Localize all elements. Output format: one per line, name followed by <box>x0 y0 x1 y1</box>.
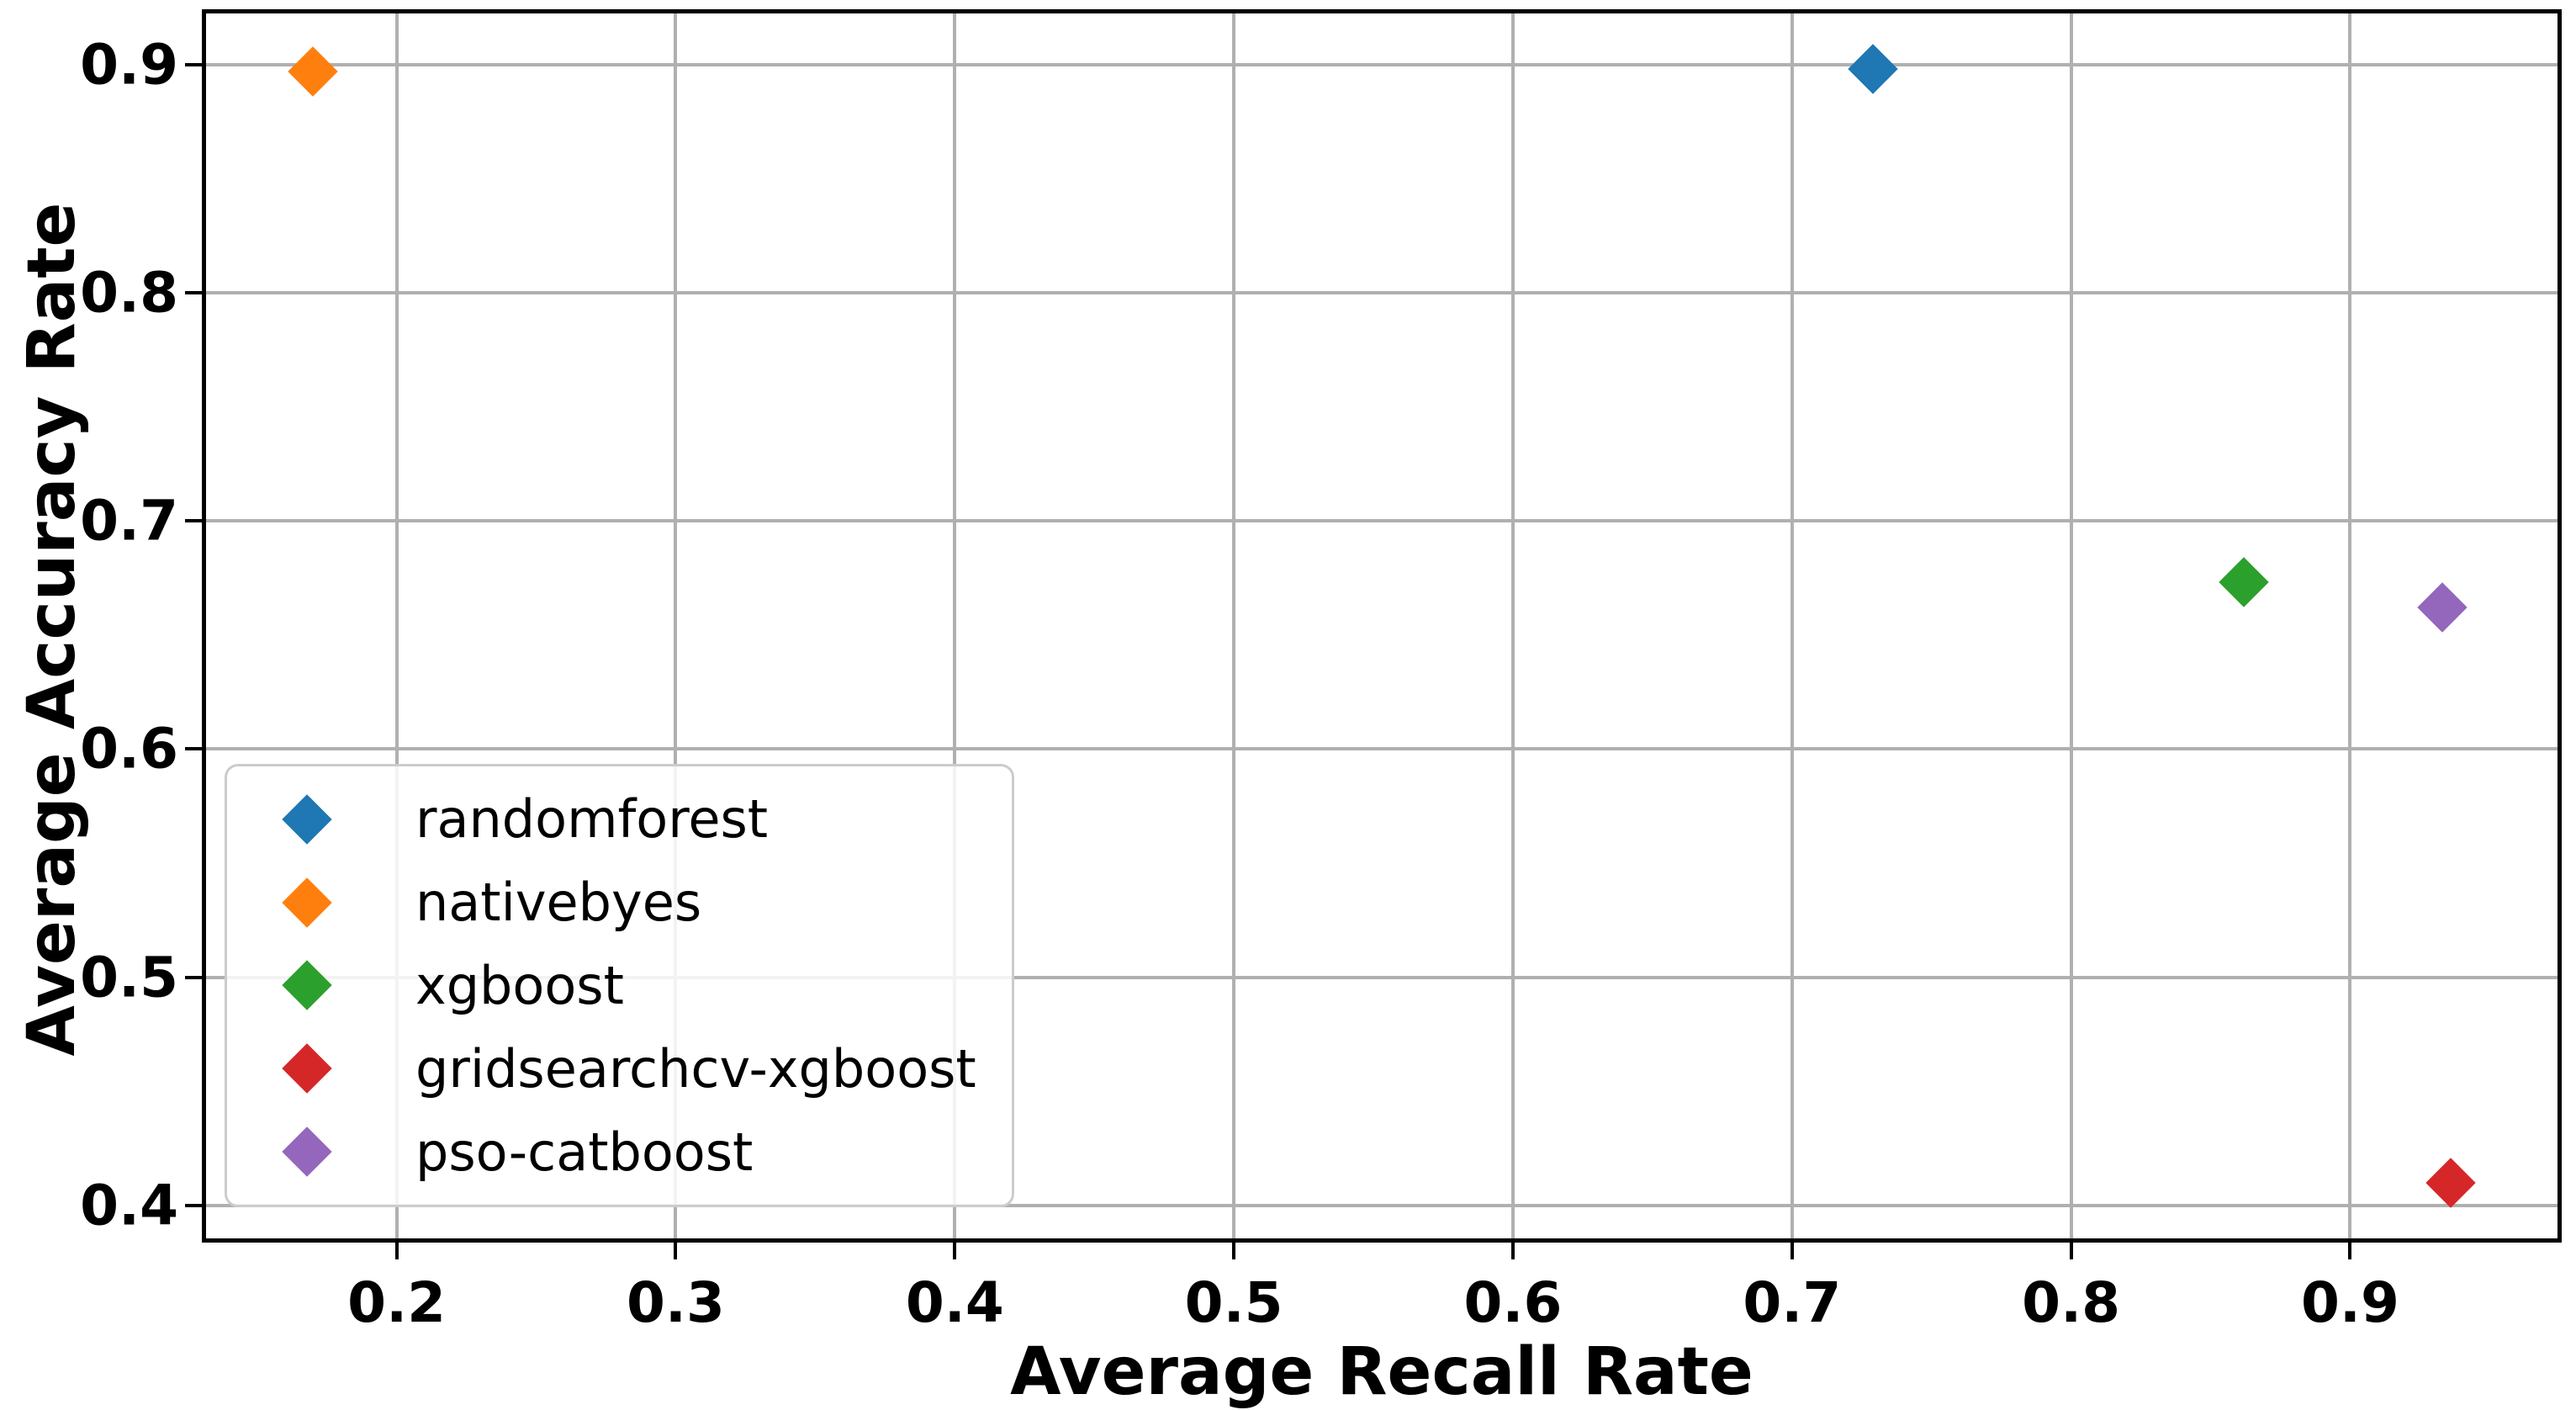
x-tick-label: 0.8 <box>2022 1270 2121 1335</box>
legend-label: randomforest <box>415 788 769 851</box>
x-tick-mark <box>1232 1243 1236 1259</box>
legend-label: pso-catboost <box>415 1121 754 1183</box>
y-gridline <box>206 975 2557 979</box>
x-tick-mark <box>953 1243 957 1259</box>
y-tick-mark <box>185 1203 202 1207</box>
x-tick-mark <box>2069 1243 2073 1259</box>
randomforest-legend-marker-icon <box>282 794 332 845</box>
legend-entry-pso-catboost: pso-catboost <box>227 1121 1012 1183</box>
y-gridline <box>206 62 2557 66</box>
x-gridline <box>953 13 957 1238</box>
x-tick-label: 0.4 <box>905 1270 1004 1335</box>
y-tick-label: 0.8 <box>80 260 178 326</box>
nativebyes-legend-marker-icon <box>282 877 332 928</box>
y-gridline <box>206 519 2557 523</box>
x-gridline <box>674 13 678 1238</box>
y-tick-label: 0.9 <box>80 32 178 98</box>
x-gridline <box>1232 13 1236 1238</box>
x-tick-label: 0.2 <box>347 1270 447 1335</box>
legend-entry-gridsearchcv-xgboost: gridsearchcv-xgboost <box>227 1037 1012 1100</box>
x-gridline <box>1510 13 1515 1238</box>
x-gridline <box>1790 13 1794 1238</box>
y-tick-mark <box>185 747 202 751</box>
legend-label: xgboost <box>415 954 624 1016</box>
y-gridline <box>206 1203 2557 1207</box>
y-tick-mark <box>185 62 202 66</box>
x-tick-label: 0.7 <box>1743 1270 1842 1335</box>
legend-entry-randomforest: randomforest <box>227 788 1012 851</box>
gridsearchcv-xgboost-data-point[interactable] <box>2425 1158 2476 1208</box>
y-tick-mark <box>185 290 202 294</box>
legend-box: randomforest nativebyes xgboost gridsearchc… <box>225 764 1014 1207</box>
x-tick-mark <box>2348 1243 2352 1259</box>
x-tick-label: 0.5 <box>1184 1270 1283 1335</box>
legend-entry-xgboost: xgboost <box>227 954 1012 1016</box>
xgboost-legend-marker-icon <box>282 960 332 1011</box>
y-tick-mark <box>185 519 202 523</box>
x-tick-label: 0.3 <box>627 1270 725 1335</box>
y-tick-label: 0.6 <box>80 716 178 782</box>
x-tick-mark <box>1790 1243 1794 1259</box>
x-gridline <box>394 13 399 1238</box>
x-tick-label: 0.6 <box>1463 1270 1563 1335</box>
pso-catboost-legend-marker-icon <box>282 1126 332 1177</box>
gridsearchcv-xgboost-legend-marker-icon <box>282 1043 332 1095</box>
x-tick-mark <box>394 1243 399 1259</box>
y-gridline <box>206 290 2557 294</box>
y-gridline <box>206 747 2557 751</box>
x-tick-mark <box>674 1243 678 1259</box>
pso-catboost-data-point[interactable] <box>2417 582 2468 633</box>
legend-label: gridsearchcv-xgboost <box>415 1037 976 1100</box>
x-axis-label: Average Recall Rate <box>1010 1334 1753 1410</box>
y-tick-mark <box>185 975 202 979</box>
x-tick-mark <box>1510 1243 1515 1259</box>
x-gridline <box>2348 13 2352 1238</box>
x-tick-label: 0.9 <box>2300 1270 2399 1335</box>
y-tick-label: 0.5 <box>80 945 178 1010</box>
y-tick-label: 0.7 <box>80 488 178 554</box>
xgboost-data-point[interactable] <box>2219 557 2270 608</box>
randomforest-data-point[interactable] <box>1848 44 1898 94</box>
legend-entry-nativebyes: nativebyes <box>227 872 1012 933</box>
y-tick-label: 0.4 <box>80 1173 178 1238</box>
nativebyes-data-point[interactable] <box>288 46 338 97</box>
legend-label: nativebyes <box>415 872 702 934</box>
x-gridline <box>2069 13 2073 1238</box>
y-axis-label: Average Accuracy Rate <box>14 202 90 1057</box>
